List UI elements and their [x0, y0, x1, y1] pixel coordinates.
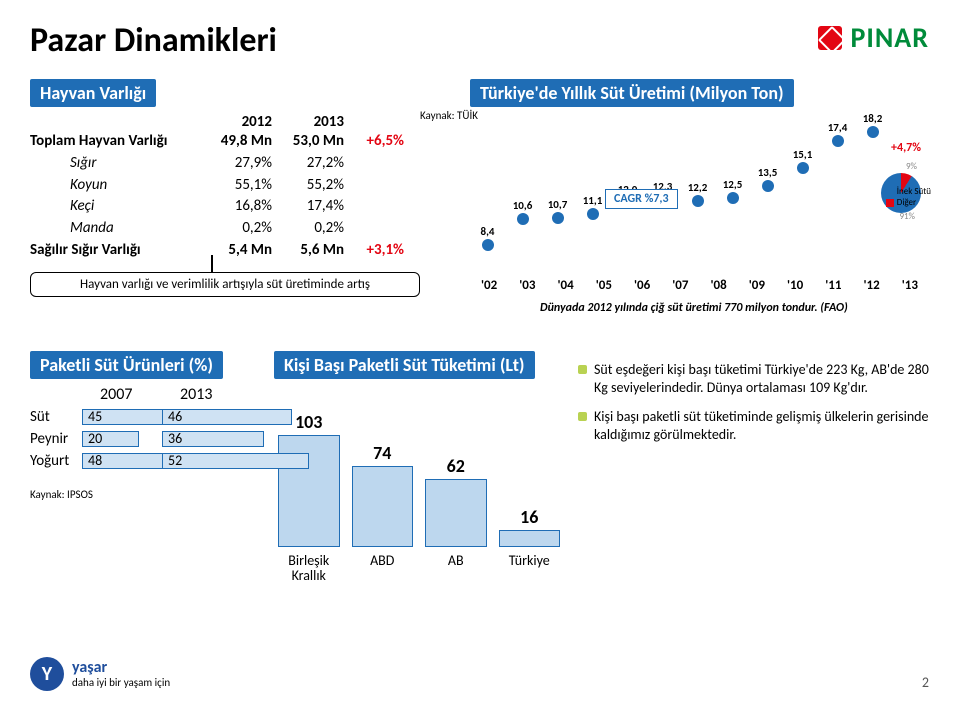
pie-slice-other: 9% — [906, 161, 917, 172]
page-number: 2 — [922, 674, 929, 691]
pie-legend: İnek Sütü Diğer — [886, 187, 931, 209]
source-ipsos: Kaynak: IPSOS — [30, 488, 260, 501]
section3-header: Paketli Süt Ürünleri (%) — [30, 351, 223, 379]
page-title: Pazar Dinamikleri — [30, 20, 929, 61]
year-labels: 2007 2013 — [30, 385, 260, 404]
pct-bars: Süt 45 46 Peynir 20 36 Yoğurt 48 52 — [30, 408, 260, 470]
pinar-logo: PINAR — [818, 20, 929, 55]
bullets: Süt eşdeğeri kişi başı tüketimi Türkiye'… — [578, 361, 929, 443]
pie-slice-cow: 91% — [899, 211, 915, 222]
growth-label: +4,7% — [891, 141, 921, 155]
section4-header: Kişi Başı Paketli Süt Tüketimi (Lt) — [274, 351, 535, 379]
footnote: Dünyada 2012 yılında çiğ süt üretimi 770… — [540, 301, 848, 315]
section1-header: Hayvan Varlığı — [30, 79, 156, 107]
milk-production-chart: 8,410,610,711,112,012,312,212,513,515,11… — [470, 111, 929, 311]
livestock-table: 2012 2013 Toplam Hayvan Varlığı49,8 Mn53… — [30, 113, 450, 262]
cagr-badge: CAGR %7,3 — [605, 189, 678, 209]
section2-header: Türkiye'de Yıllık Süt Üretimi (Milyon To… — [470, 79, 794, 107]
yasar-logo: Y yaşar daha iyi bir yaşam için — [30, 657, 170, 691]
barchart-percapita: 103746216 — [274, 397, 564, 547]
callout-box: Hayvan varlığı ve verimlilik artışıyla s… — [30, 272, 420, 297]
